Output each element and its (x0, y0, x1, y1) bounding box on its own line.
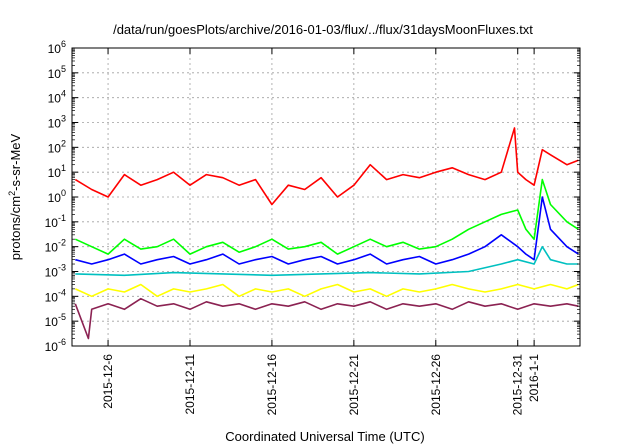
series-line-2 (74, 178, 579, 255)
y-tick-label: 100 (48, 188, 66, 205)
x-tick-label: 2015-12-21 (347, 354, 361, 416)
y-tick-label: 10-6 (45, 337, 66, 354)
series-layer (74, 127, 579, 340)
series-line-6 (74, 297, 579, 340)
series-line-3 (75, 196, 579, 265)
y-tick-label: 105 (48, 64, 66, 81)
x-tick-label: 2015-12-11 (183, 354, 197, 415)
series-line-1 (74, 127, 579, 206)
y-tick-label: 10-5 (45, 312, 66, 329)
y-tick-label: 101 (48, 163, 66, 180)
x-tick-label: 2016-1-1 (527, 354, 541, 402)
series-line-5 (74, 283, 579, 298)
y-tick-label: 102 (48, 138, 66, 155)
x-tick-label: 2015-12-26 (429, 354, 443, 416)
x-axis-label: Coordinated Universal Time (UTC) (225, 429, 424, 444)
y-tick-label: 10-2 (45, 238, 66, 255)
y-tick-label: 106 (48, 39, 66, 56)
y-tick-label: 10-1 (45, 213, 66, 230)
series-line-4 (75, 245, 579, 277)
y-axis-ticks: 10-6 10-5 10-4 10-3 10-2 10-1 100 101 102 103 104 1… (45, 39, 580, 354)
y-tick-label: 103 (48, 114, 66, 131)
y-tick-label: 104 (48, 89, 66, 106)
x-tick-label: 2015-12-16 (265, 354, 279, 416)
x-axis-ticks: 2015-12-6 2015-12-11 2015-12-16 2015-12-21 2… (101, 48, 541, 415)
y-axis-label: protons/cm2-s-sr-MeV (7, 133, 23, 260)
chart-title: /data/run/goesPlots/archive/2016-01-03/f… (113, 22, 533, 37)
x-tick-label: 2015-12-31 (511, 354, 525, 416)
y-tick-label: 10-3 (45, 263, 66, 280)
x-tick-label: 2015-12-6 (101, 354, 115, 409)
y-tick-label: 10-4 (45, 287, 66, 304)
